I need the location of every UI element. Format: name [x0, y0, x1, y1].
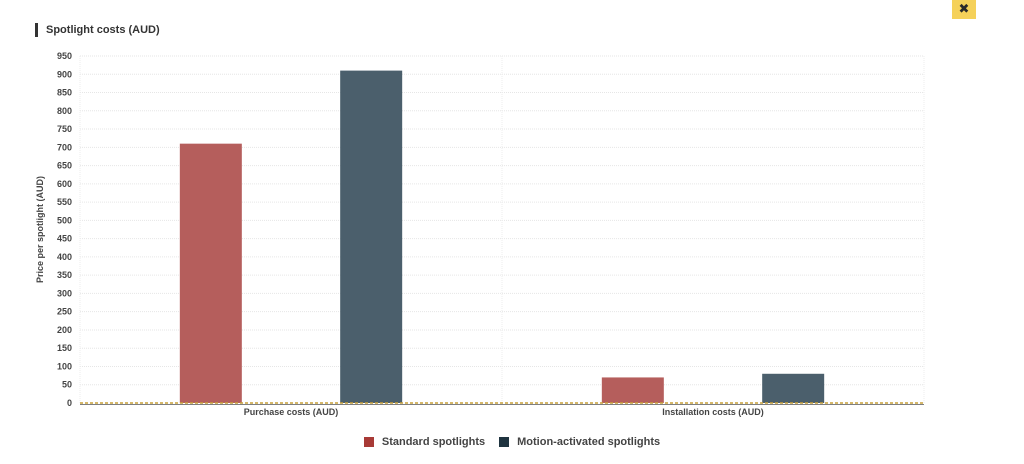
- bar-1-0: [340, 70, 403, 403]
- close-icon: ✖: [958, 2, 970, 17]
- title-accent-bar: [35, 23, 38, 37]
- y-tick-label-0: 0: [67, 398, 72, 408]
- bar-1-1: [762, 373, 825, 403]
- y-tick-label-550: 550: [57, 197, 72, 207]
- y-tick-label-900: 900: [57, 69, 72, 79]
- legend-item-standard[interactable]: Standard spotlights: [363, 436, 486, 448]
- y-tick-label-950: 950: [57, 51, 72, 61]
- y-tick-label-100: 100: [57, 361, 72, 371]
- legend-item-motion[interactable]: Motion-activated spotlights: [499, 436, 660, 448]
- y-tick-label-150: 150: [57, 343, 72, 353]
- bar-chart: 0 50 100 150 200 250 300 350 400 450 500 550 600 650 7…: [35, 51, 925, 417]
- chart-title: Spotlight costs (AUD): [46, 24, 160, 36]
- y-tick-label-200: 200: [57, 325, 72, 335]
- y-tick-label-850: 850: [57, 88, 72, 98]
- y-tick-label-650: 650: [57, 161, 72, 171]
- bar-0-1: [601, 377, 664, 403]
- chart-legend: Standard spotlights Motion-activated spo…: [0, 436, 1024, 448]
- chart-title-container: Spotlight costs (AUD): [35, 22, 160, 38]
- y-tick-label-250: 250: [57, 307, 72, 317]
- y-tick-label-500: 500: [57, 215, 72, 225]
- x-category-label-1: Installation costs (AUD): [662, 407, 764, 417]
- y-tick-label-450: 450: [57, 234, 72, 244]
- y-tick-label-350: 350: [57, 270, 72, 280]
- bar-0-0: [179, 143, 242, 404]
- y-tick-label-50: 50: [62, 380, 72, 390]
- y-tick-label-750: 750: [57, 124, 72, 134]
- legend-label-motion: Motion-activated spotlights: [517, 436, 661, 448]
- legend-label-standard: Standard spotlights: [381, 436, 486, 448]
- legend-swatch-standard: [363, 437, 374, 447]
- x-category-label-0: Purchase costs (AUD): [244, 407, 339, 417]
- y-tick-label-700: 700: [57, 142, 72, 152]
- y-tick-label-800: 800: [57, 106, 72, 116]
- legend-swatch-motion: [499, 437, 510, 447]
- close-button[interactable]: ✖: [952, 0, 976, 19]
- y-axis-label: Price per spotlight (AUD): [35, 176, 45, 283]
- y-tick-label-600: 600: [57, 179, 72, 189]
- y-tick-label-300: 300: [57, 288, 72, 298]
- y-tick-label-400: 400: [57, 252, 72, 262]
